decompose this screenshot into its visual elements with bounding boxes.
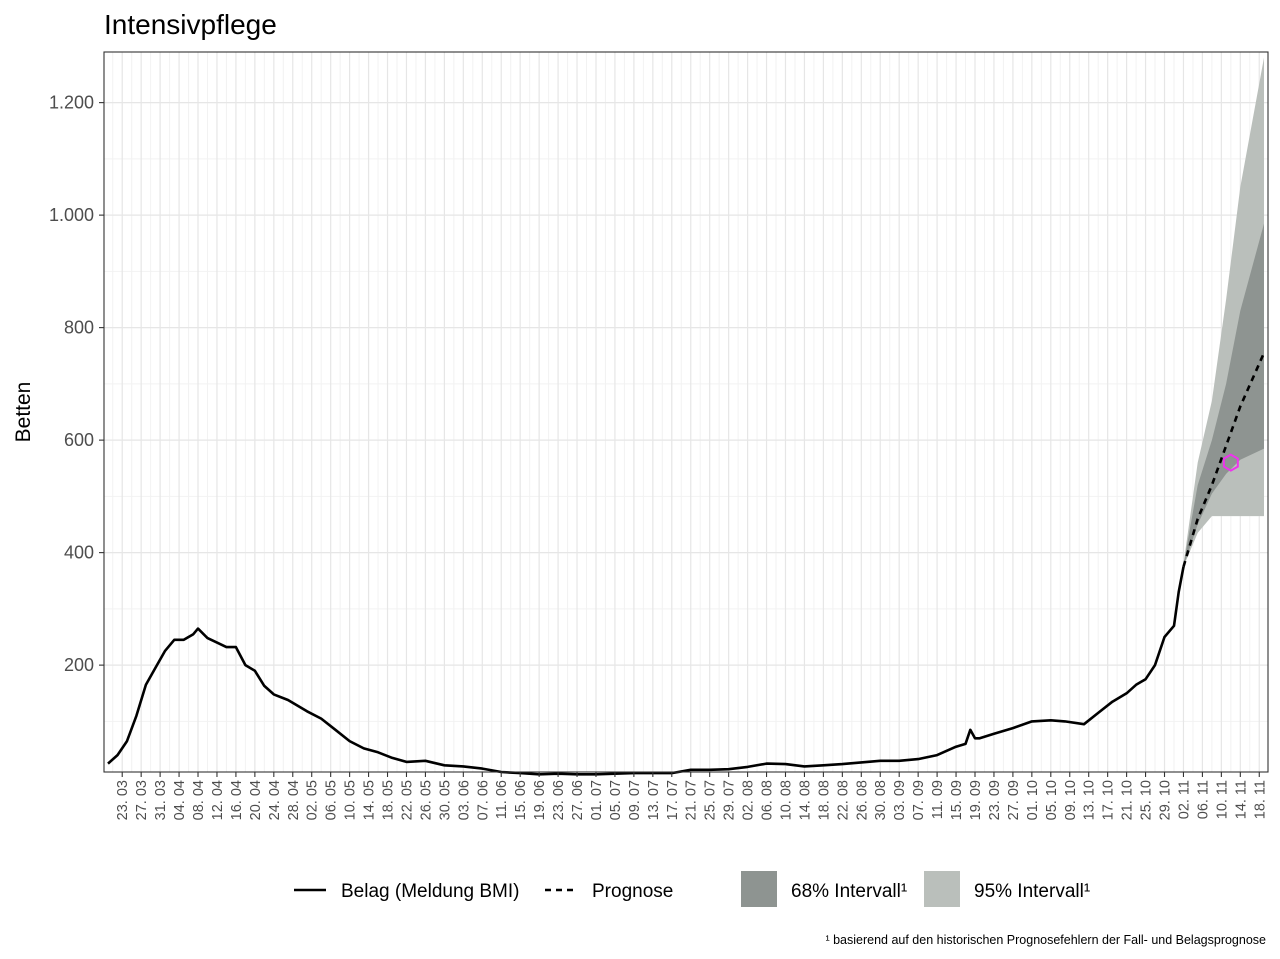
x-tick-label: 14. 11 <box>1233 780 1249 819</box>
y-tick-label: 1.000 <box>49 205 94 225</box>
footnote: ¹ basierend auf den historischen Prognos… <box>825 933 1266 947</box>
highlight-marker <box>1222 453 1239 472</box>
x-tick-label: 05. 07 <box>608 780 624 820</box>
x-tick-label: 10. 11 <box>1214 780 1230 819</box>
x-tick-label: 11. 09 <box>930 780 946 819</box>
x-tick-label: 15. 06 <box>513 780 529 820</box>
x-tick-label: 01. 10 <box>1025 780 1041 820</box>
x-tick-label: 23. 09 <box>987 780 1003 820</box>
x-tick-label: 18. 11 <box>1252 780 1268 819</box>
y-tick-label: 800 <box>64 318 94 338</box>
x-tick-label: 29. 10 <box>1158 780 1174 820</box>
legend: Belag (Meldung BMI) Prognose 68% Intervall… <box>294 871 1090 907</box>
legend-label-prognose: Prognose <box>592 881 673 902</box>
x-tick-label: 22. 05 <box>400 780 416 820</box>
x-tick-label: 18. 08 <box>816 780 832 820</box>
x-tick-label: 26. 05 <box>418 780 434 820</box>
x-tick-label: 25. 10 <box>1139 780 1155 820</box>
x-tick-label: 24. 04 <box>267 780 283 820</box>
x-tick-label: 14. 08 <box>797 780 813 820</box>
x-tick-label: 31. 03 <box>153 780 169 820</box>
x-tick-label: 21. 10 <box>1120 780 1136 820</box>
y-tick-label: 1.200 <box>49 93 94 113</box>
series-line-prognose <box>1182 352 1266 568</box>
legend-label-95: 95% Intervall¹ <box>974 881 1090 902</box>
y-tick-label: 600 <box>64 430 94 450</box>
x-tick-label: 16. 04 <box>229 780 245 820</box>
x-tick-label: 12. 04 <box>210 780 226 820</box>
x-tick-label: 30. 05 <box>437 780 453 820</box>
x-tick-label: 13. 10 <box>1082 780 1098 820</box>
y-axis-label: Betten <box>12 382 35 443</box>
x-tick-label: 09. 10 <box>1063 780 1079 820</box>
x-tick-label: 19. 06 <box>532 780 548 820</box>
x-tick-label: 01. 07 <box>589 780 605 820</box>
chart-title: Intensivpflege <box>104 9 277 40</box>
y-tick-label: 400 <box>64 543 94 563</box>
x-tick-label: 28. 04 <box>286 780 302 820</box>
x-tick-label: 10. 05 <box>343 780 359 820</box>
x-tick-label: 03. 06 <box>456 780 472 820</box>
x-tick-label: 25. 07 <box>703 780 719 820</box>
x-tick-label: 03. 09 <box>892 780 908 820</box>
x-tick-label: 08. 04 <box>191 780 207 820</box>
y-axis-ticks: 200 400 600 800 1.000 1.200 <box>49 93 104 675</box>
x-tick-label: 17. 10 <box>1101 780 1117 820</box>
x-tick-label: 29. 07 <box>722 780 738 820</box>
legend-label-68: 68% Intervall¹ <box>791 881 907 902</box>
x-tick-label: 10. 08 <box>779 780 795 820</box>
minor-gridlines <box>104 52 1268 772</box>
x-tick-label: 02. 11 <box>1177 780 1193 819</box>
x-axis-ticks: 23. 03 27. 03 31. 03 04. 04 08. 04 12. 04 16. … <box>115 772 1268 820</box>
x-tick-label: 04. 04 <box>172 780 188 820</box>
x-tick-label: 19. 09 <box>968 780 984 820</box>
x-tick-label: 27. 06 <box>570 780 586 820</box>
band-68-intervall- <box>1183 223 1264 567</box>
x-tick-label: 07. 06 <box>475 780 491 820</box>
x-tick-label: 23. 06 <box>551 780 567 820</box>
x-tick-label: 23. 03 <box>115 780 131 820</box>
x-tick-label: 30. 08 <box>873 780 889 820</box>
x-tick-label: 06. 08 <box>760 780 776 820</box>
x-tick-label: 27. 09 <box>1006 780 1022 820</box>
x-tick-label: 26. 08 <box>854 780 870 820</box>
x-tick-label: 20. 04 <box>248 780 264 820</box>
x-tick-label: 15. 09 <box>949 780 965 820</box>
y-tick-label: 200 <box>64 655 94 675</box>
x-tick-label: 21. 07 <box>684 780 700 820</box>
forecast-marker <box>1222 453 1239 472</box>
x-tick-label: 02. 08 <box>741 780 757 820</box>
legend-key-68 <box>741 871 777 907</box>
x-tick-label: 06. 11 <box>1195 780 1211 819</box>
x-tick-label: 18. 05 <box>381 780 397 820</box>
x-tick-label: 05. 10 <box>1044 780 1060 820</box>
x-tick-label: 02. 05 <box>305 780 321 820</box>
x-tick-label: 22. 08 <box>835 780 851 820</box>
x-tick-label: 09. 07 <box>627 780 643 820</box>
panel-border <box>103 51 1269 773</box>
major-gridlines <box>104 52 1268 772</box>
confidence-bands <box>1183 57 1264 567</box>
x-tick-label: 27. 03 <box>134 780 150 820</box>
x-tick-label: 14. 05 <box>362 780 378 820</box>
x-tick-label: 13. 07 <box>646 780 662 820</box>
legend-key-95 <box>924 871 960 907</box>
x-tick-label: 07. 09 <box>911 780 927 820</box>
series-lines <box>107 352 1266 776</box>
x-tick-label: 06. 05 <box>324 780 340 820</box>
x-tick-label: 17. 07 <box>665 780 681 820</box>
legend-label-belag: Belag (Meldung BMI) <box>341 881 519 902</box>
x-tick-label: 11. 06 <box>494 780 510 819</box>
